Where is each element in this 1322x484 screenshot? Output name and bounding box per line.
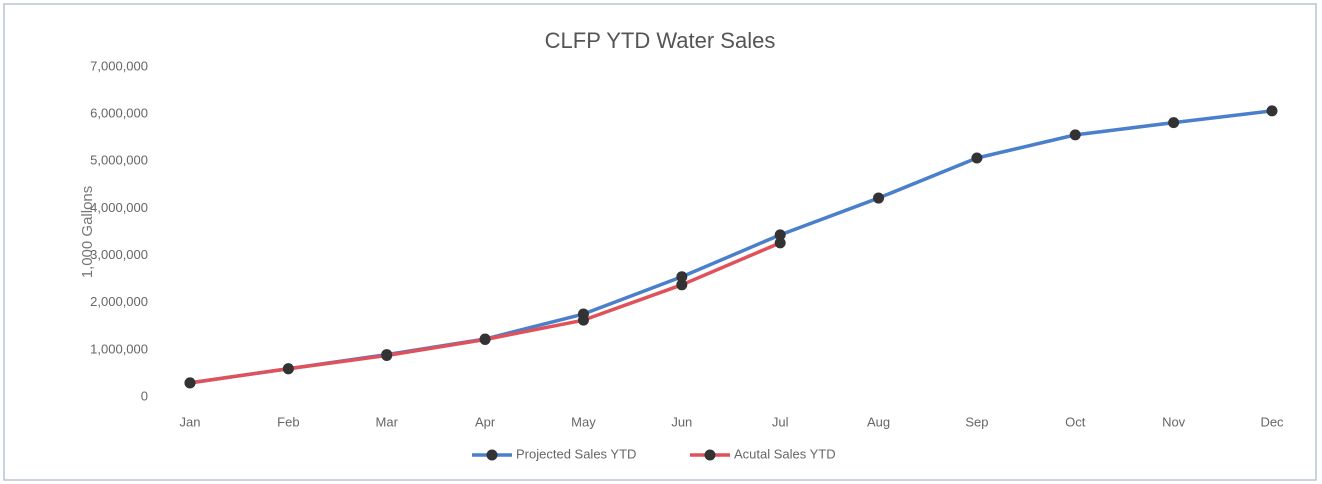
data-point: [676, 271, 688, 283]
x-tick-label: May: [571, 414, 596, 429]
chart-border: [3, 3, 1317, 481]
y-tick-label: 0: [141, 388, 148, 403]
data-point: [971, 152, 983, 164]
data-point: [1266, 105, 1278, 117]
x-tick-label: Mar: [376, 414, 399, 429]
data-point: [184, 377, 196, 389]
legend-label: Acutal Sales YTD: [734, 446, 836, 461]
x-tick-label: Feb: [277, 414, 299, 429]
data-point: [873, 192, 885, 204]
y-tick-label: 2,000,000: [90, 294, 148, 309]
legend-marker: [704, 449, 716, 461]
data-point: [577, 314, 589, 326]
y-tick-label: 1,000,000: [90, 341, 148, 356]
data-point: [381, 350, 393, 362]
chart-title: CLFP YTD Water Sales: [545, 28, 776, 53]
y-tick-label: 4,000,000: [90, 200, 148, 215]
data-point: [1168, 117, 1180, 129]
y-tick-label: 6,000,000: [90, 106, 148, 121]
x-tick-label: Nov: [1162, 414, 1186, 429]
x-tick-label: Jan: [180, 414, 201, 429]
x-tick-label: Jul: [772, 414, 789, 429]
x-tick-label: Oct: [1065, 414, 1086, 429]
x-tick-label: Jun: [671, 414, 692, 429]
data-point: [774, 237, 786, 249]
legend-marker: [486, 449, 498, 461]
x-tick-label: Apr: [475, 414, 496, 429]
legend-label: Projected Sales YTD: [516, 446, 636, 461]
data-point: [479, 333, 491, 345]
x-tick-label: Dec: [1260, 414, 1284, 429]
data-point: [282, 363, 294, 375]
x-tick-label: Aug: [867, 414, 890, 429]
y-tick-label: 3,000,000: [90, 247, 148, 262]
y-axis-label: 1,000 Gallons: [79, 186, 96, 279]
data-point: [774, 229, 786, 241]
data-point: [1069, 129, 1081, 141]
data-point: [676, 279, 688, 291]
y-tick-label: 5,000,000: [90, 153, 148, 168]
x-tick-label: Sep: [965, 414, 988, 429]
y-tick-label: 7,000,000: [90, 58, 148, 73]
